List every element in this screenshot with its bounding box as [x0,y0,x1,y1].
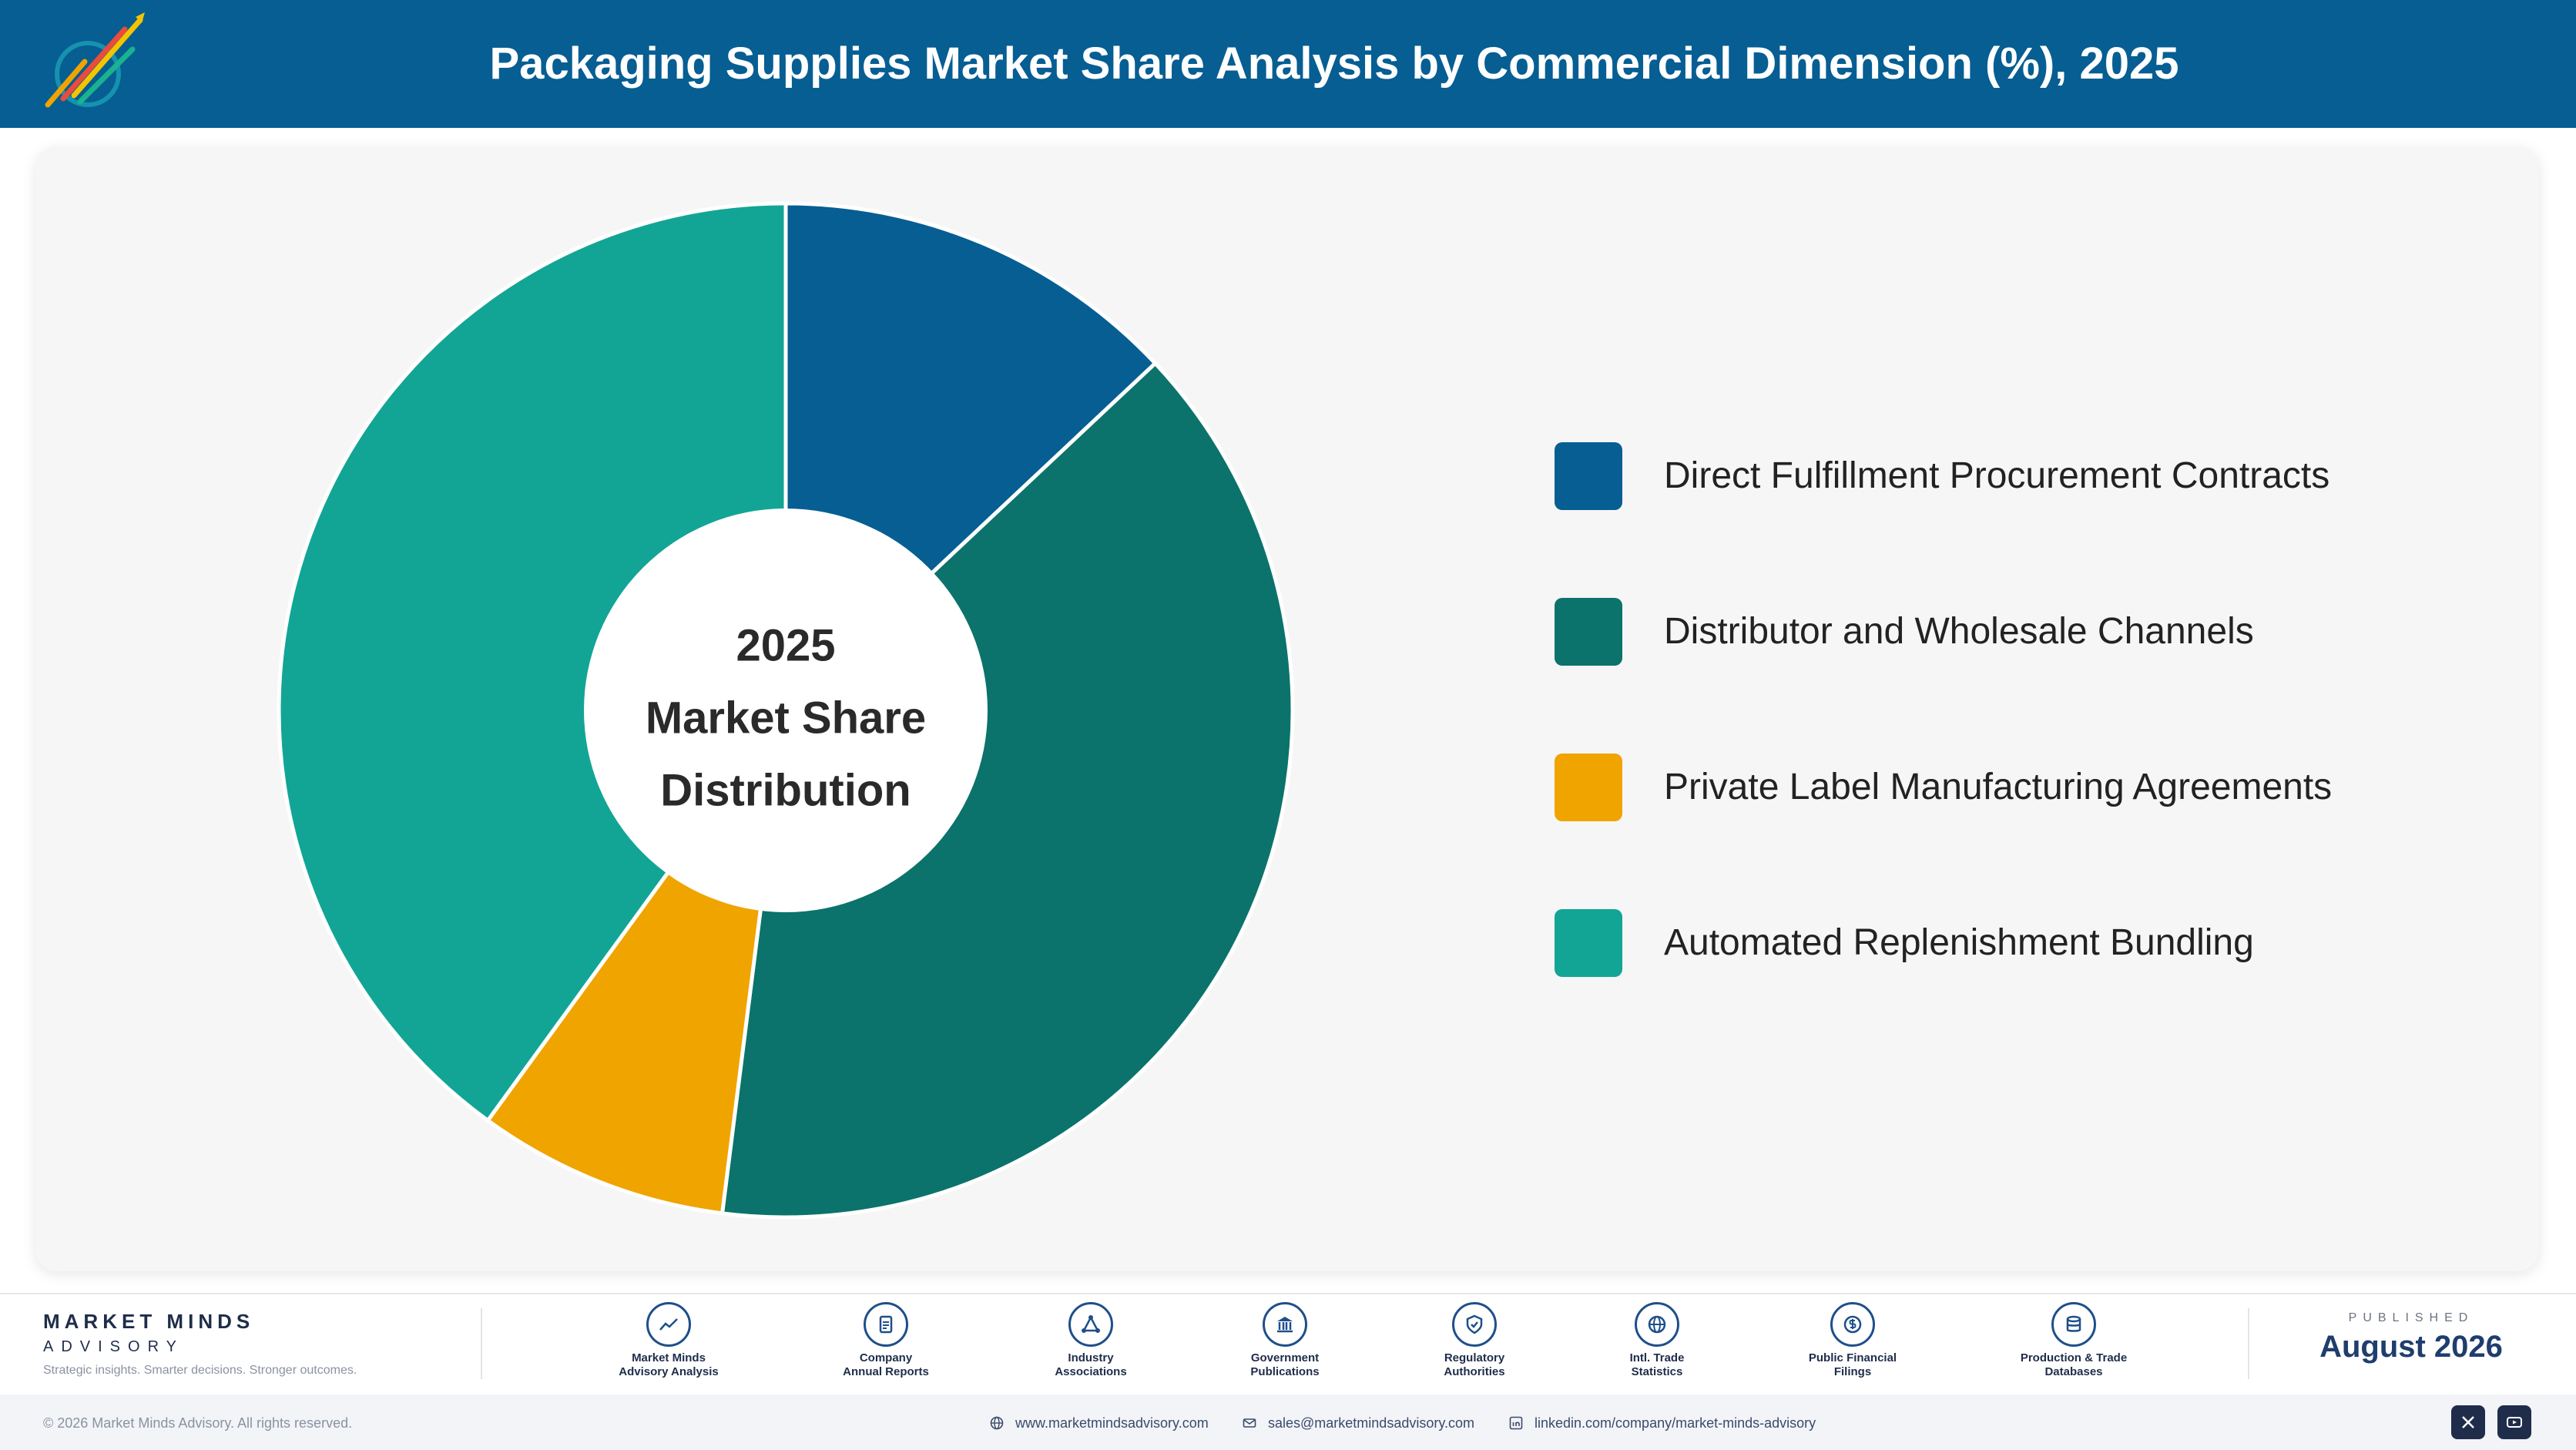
source-item: Market Minds Advisory Analysis [592,1302,746,1379]
linkedin-icon [1509,1416,1523,1430]
source-item: Public Financial Filings [1776,1302,1930,1379]
source-label: Production & Trade Databases [2020,1351,2128,1378]
legend-label: Distributor and Wholesale Channels [1664,611,2254,652]
database-icon [2051,1302,2096,1347]
published-label: PUBLISHED [2348,1311,2474,1324]
email-link[interactable]: sales@marketmindsadvisory.com [1242,1395,1474,1450]
network-icon [1068,1302,1113,1347]
legend-swatch [1555,598,1622,666]
source-item: Regulatory Authorities [1397,1302,1551,1379]
center-label-year: 2025 [736,620,835,670]
source-item: Company Annual Reports [809,1302,963,1379]
youtube-social-button[interactable] [2497,1405,2531,1439]
footer: MARKET MINDS ADVISORY Strategic insights… [0,1293,2576,1450]
video-icon [2507,1417,2522,1428]
legend-item: Private Label Manufacturing Agreements [1555,754,2479,821]
document-icon [864,1302,908,1347]
legend-item: Distributor and Wholesale Channels [1555,598,2479,666]
legend-item: Automated Replenishment Bundling [1555,909,2479,977]
copyright-text: © 2026 Market Minds Advisory. All rights… [43,1415,353,1431]
footer-bottom-bar: © 2026 Market Minds Advisory. All rights… [0,1395,2576,1450]
chart-card: 2025 Market Share Distribution Direct Fu… [35,146,2539,1271]
center-label-line-2: Market Share [646,693,926,743]
source-label: Market Minds Advisory Analysis [619,1351,719,1378]
center-label-line-3: Distribution [660,765,911,815]
legend-label: Direct Fulfillment Procurement Contracts [1664,455,2330,496]
source-label: Company Annual Reports [843,1351,929,1378]
legend-item: Direct Fulfillment Procurement Contracts [1555,442,2479,510]
footer-divider [481,1308,482,1379]
source-label: Public Financial Filings [1808,1351,1897,1378]
brand-sub: ADVISORY [43,1338,184,1355]
website-link[interactable]: www.marketmindsadvisory.com [989,1395,1209,1450]
header-bar: Packaging Supplies Market Share Analysis… [0,0,2576,128]
source-label: Government Publications [1250,1351,1320,1378]
x-icon [2462,1416,2474,1428]
pie-slice [277,201,788,1123]
globe-icon [990,1416,1004,1430]
source-item: Industry Associations [1014,1302,1168,1379]
email-text: sales@marketmindsadvisory.com [1268,1415,1475,1431]
brand-name: MARKET MINDS [43,1310,255,1333]
linkedin-link[interactable]: linkedin.com/company/market-minds-adviso… [1508,1395,1816,1450]
published-block: PUBLISHED August 2026 [2280,1311,2542,1364]
trend-icon [646,1302,691,1347]
page-title: Packaging Supplies Market Share Analysis… [489,39,2179,89]
company-logo [45,12,145,108]
source-label: Regulatory Authorities [1444,1351,1505,1378]
legend-swatch [1555,754,1622,821]
source-item: Intl. Trade Statistics [1580,1302,1734,1379]
globe-icon [1635,1302,1679,1347]
donut-chart: 2025 Market Share Distribution [277,201,1295,1220]
legend-label: Automated Replenishment Bundling [1664,922,2254,963]
source-item: Production & Trade Databases [1997,1302,2151,1379]
pie-slice [719,361,1295,1220]
source-item: Government Publications [1208,1302,1362,1379]
dollar-icon [1830,1302,1875,1347]
footer-brand: MARKET MINDS ADVISORY Strategic insights… [43,1310,357,1378]
source-label: Industry Associations [1055,1351,1127,1378]
donut-hole [584,509,988,912]
legend-swatch [1555,909,1622,977]
published-date: August 2026 [2319,1330,2503,1364]
footer-divider [2248,1308,2249,1379]
building-icon [1263,1302,1307,1347]
legend-label: Private Label Manufacturing Agreements [1664,767,2333,807]
mail-icon [1243,1418,1256,1428]
shield-icon [1452,1302,1497,1347]
x-social-button[interactable] [2451,1405,2485,1439]
brand-tagline: Strategic insights. Smarter decisions. S… [43,1364,357,1377]
linkedin-text: linkedin.com/company/market-minds-adviso… [1535,1415,1816,1431]
source-label: Intl. Trade Statistics [1629,1351,1685,1378]
website-text: www.marketmindsadvisory.com [1015,1415,1209,1431]
legend-swatch [1555,442,1622,510]
data-sources: Market Minds Advisory Analysis Company A… [539,1302,2127,1387]
